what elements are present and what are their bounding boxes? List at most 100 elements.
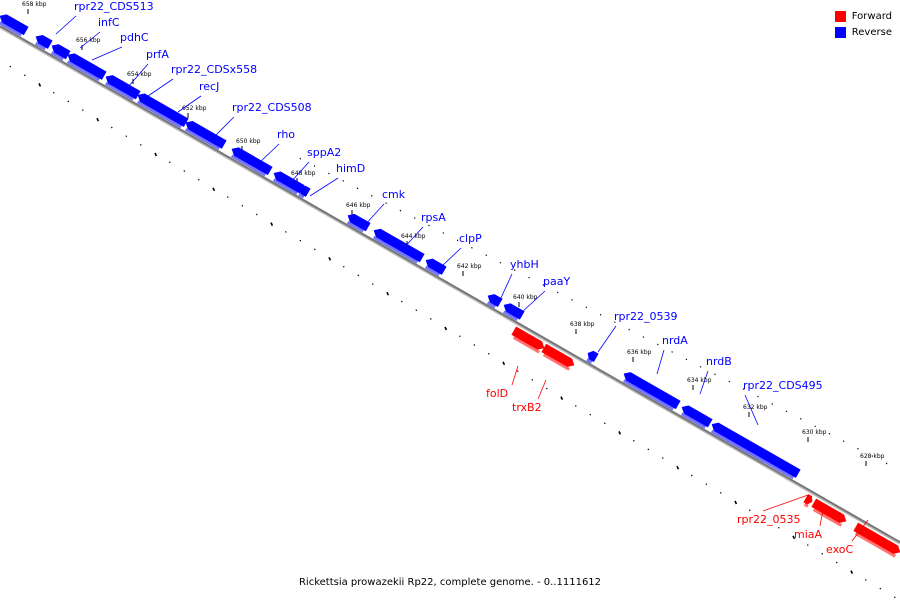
gene-arrow-shade [710, 429, 795, 480]
legend-reverse: Reverse [834, 24, 892, 40]
gene-arrow[interactable] [541, 343, 576, 369]
gene-trxb2[interactable] [540, 343, 576, 372]
ruler-dot [81, 109, 84, 111]
ruler-dot [52, 91, 55, 94]
ruler-dot [589, 413, 592, 416]
ruler-dot [328, 172, 330, 175]
ruler-dot [168, 161, 171, 164]
scale-tick-label: 656 kbp [76, 37, 101, 44]
gene-arrow[interactable] [511, 326, 546, 352]
ruler-dot [385, 202, 387, 205]
gene-infc[interactable] [32, 33, 53, 51]
gene-label: pdhC [120, 31, 149, 44]
ruler-dot [197, 178, 200, 181]
gene-leader [147, 78, 174, 97]
gene-recj[interactable] [134, 91, 189, 129]
gene-rpsa[interactable] [370, 227, 425, 265]
gene-leader [55, 15, 77, 35]
gene-arrow[interactable] [811, 498, 848, 525]
gene-nrdb[interactable] [678, 403, 713, 429]
ruler-dot [763, 518, 766, 520]
gene-rho[interactable] [228, 145, 273, 177]
ruler-dot [728, 380, 731, 383]
gene-rpr22-cds508[interactable] [182, 119, 227, 151]
ruler-dot [771, 403, 773, 405]
gene-label: rpr22_CDS495 [743, 379, 823, 392]
gene-leader [127, 63, 149, 88]
legend: Forward Reverse [834, 8, 892, 40]
ruler-dot [299, 239, 302, 242]
ruler-dot [514, 269, 516, 271]
ruler-dot [800, 418, 802, 420]
gene-rpr22-0539[interactable] [584, 349, 599, 364]
gene-label: folD [486, 387, 508, 400]
gene-arrow[interactable] [66, 51, 107, 80]
ruler-dot [528, 276, 530, 279]
gene-label: infC [98, 16, 120, 29]
gene-miaa[interactable] [810, 498, 848, 528]
gene-arrow-shade [486, 301, 497, 309]
gene-exoc[interactable] [852, 522, 900, 559]
gene-arrow-shade [372, 235, 419, 264]
gene-fold[interactable] [510, 326, 546, 355]
gene-arrow[interactable] [50, 42, 71, 60]
ruler-dot [415, 309, 418, 312]
gene-rpr22-0535[interactable] [802, 493, 814, 508]
gene-rpr22-cdsx558[interactable] [102, 73, 141, 102]
gene-arrow-shade [424, 265, 441, 277]
ruler-dot [676, 465, 680, 470]
gene-leader [440, 247, 462, 268]
gene-nrda[interactable] [620, 370, 681, 411]
gene-arrow-shade [346, 220, 365, 233]
gene-label: trxB2 [512, 401, 542, 414]
ruler-dot [748, 509, 751, 512]
gene-arrow[interactable] [710, 420, 801, 478]
ruler-dot [400, 300, 403, 303]
ruler-dot [110, 126, 113, 129]
ruler-dot [502, 361, 506, 366]
ruler-dot [893, 596, 896, 599]
gene-label: exoC [826, 543, 853, 556]
gene-pdhc[interactable] [48, 42, 71, 62]
gene-rpr22-cds513[interactable] [0, 12, 29, 37]
gene-rpr22-cds495[interactable] [708, 420, 801, 480]
gene-label: rho [277, 128, 295, 141]
gene-paay[interactable] [500, 301, 525, 322]
ruler-dot [399, 209, 402, 212]
gene-label: prfA [146, 48, 169, 61]
ruler-dot [487, 352, 490, 355]
ruler-dot [456, 239, 459, 242]
gene-leader [257, 143, 280, 165]
ruler-dot [542, 284, 545, 286]
scale-tick-label: 634 kbp [687, 377, 712, 384]
gene-arrow[interactable] [184, 119, 227, 149]
ruler-dot [814, 425, 816, 428]
gene-clpp[interactable] [422, 256, 447, 277]
gene-arrow[interactable] [853, 522, 900, 556]
gene-label: sppA2 [307, 146, 341, 159]
ruler-dot [757, 395, 759, 398]
scale-tick-label: 640 kbp [513, 294, 538, 301]
ruler-dot [871, 455, 874, 457]
backbone-line [0, 25, 900, 544]
ruler-dot [879, 587, 882, 590]
ruler-dot [226, 196, 229, 198]
ruler-dot [857, 447, 859, 450]
ruler-dot [545, 387, 548, 390]
ruler-dot [628, 328, 630, 331]
gene-prfa[interactable] [64, 51, 107, 82]
ruler-dot [516, 370, 519, 372]
gene-leader [289, 161, 310, 184]
gene-arrow[interactable] [803, 493, 814, 505]
gene-arrow[interactable] [372, 227, 425, 263]
gene-sppa2[interactable] [270, 169, 305, 195]
gene-arrow-shade [298, 193, 305, 199]
ruler-dot [444, 326, 448, 331]
gene-arrow[interactable] [424, 256, 447, 275]
gene-himd[interactable] [296, 184, 311, 199]
ruler-dot [661, 457, 664, 459]
gene-leader [762, 494, 809, 512]
ruler-dot [442, 232, 445, 234]
